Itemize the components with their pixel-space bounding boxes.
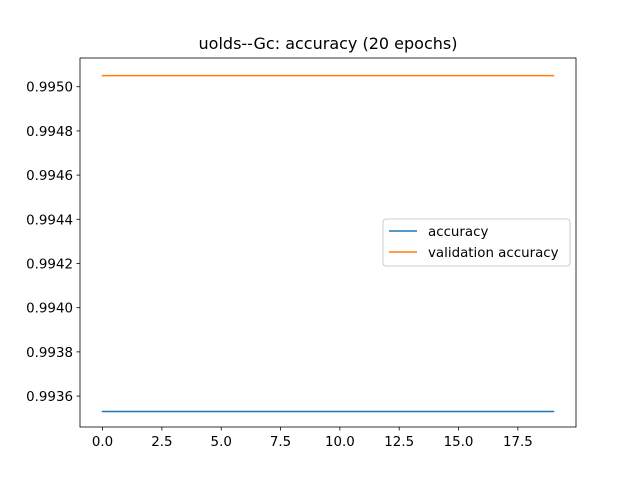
y-tick-label: 0.9940: [26, 302, 73, 317]
y-tick-label: 0.9936: [26, 390, 73, 405]
y-tick-label: 0.9942: [26, 257, 73, 272]
x-tick-label: 2.5: [151, 435, 172, 450]
x-tick-label: 5.0: [211, 435, 232, 450]
y-tick-label: 0.9948: [26, 125, 73, 140]
x-tick-label: 15.0: [444, 435, 474, 450]
plot-area: [101, 74, 555, 413]
x-tick-label: 17.5: [503, 435, 533, 450]
chart-title: uolds--Gc: accuracy (20 epochs): [199, 34, 458, 53]
legend-label-0: accuracy: [428, 225, 488, 240]
legend-label-1: validation accuracy: [428, 246, 559, 261]
legend-box: [382, 218, 571, 267]
axes-frame: [79, 57, 577, 428]
y-tick-label: 0.9938: [26, 346, 73, 361]
y-tick-label: 0.9950: [26, 81, 73, 96]
x-tick-label: 12.5: [384, 435, 414, 450]
x-tick-label: 7.5: [270, 435, 291, 450]
y-tick-label: 0.9944: [26, 213, 73, 228]
x-tick-label: 0.0: [92, 435, 113, 450]
axes: 0.0 2.5 5.0 7.5 10.0 12.5 15.0 17.5 0.9936 0.9938…: [26, 57, 577, 450]
y-tick-label: 0.9946: [26, 169, 73, 184]
x-tick-label: 10.0: [325, 435, 355, 450]
legend: accuracy validation accuracy: [382, 218, 571, 267]
